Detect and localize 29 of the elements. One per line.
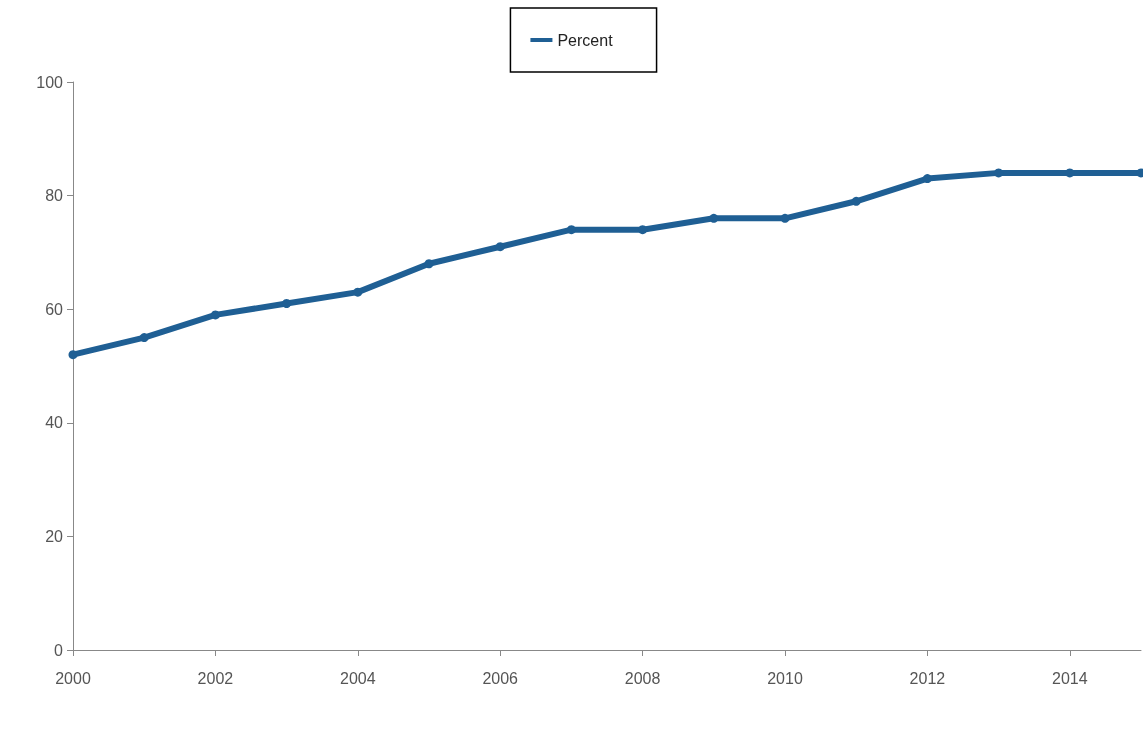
x-tick-label: 2008	[624, 669, 661, 687]
x-tick-label: 2006	[482, 669, 519, 687]
point	[424, 259, 434, 269]
y-tick-label: 0	[54, 641, 64, 659]
point	[68, 350, 78, 360]
y-tick-label: 60	[45, 300, 64, 318]
y-tick-label: 100	[36, 73, 64, 91]
point	[566, 225, 576, 235]
y-tick-label: 20	[45, 527, 64, 545]
point	[638, 225, 648, 235]
point	[922, 174, 932, 184]
x-tick-label: 2004	[340, 669, 376, 687]
legend-label: Percent	[557, 31, 614, 49]
x-tick-label: 2002	[197, 669, 234, 687]
point	[495, 242, 505, 252]
point	[210, 310, 220, 320]
point	[139, 333, 149, 343]
x-tick-label: 2010	[767, 669, 803, 687]
x-tick-label: 2000	[55, 669, 91, 687]
point	[282, 299, 292, 309]
point	[851, 196, 861, 206]
y-tick-label: 80	[45, 187, 64, 205]
x-tick-label: 2012	[909, 669, 946, 687]
point	[709, 213, 719, 223]
point	[1065, 168, 1075, 178]
point	[353, 287, 363, 297]
x-tick-label: 2014	[1052, 669, 1088, 687]
y-tick-label: 40	[45, 414, 64, 432]
point	[780, 213, 790, 223]
